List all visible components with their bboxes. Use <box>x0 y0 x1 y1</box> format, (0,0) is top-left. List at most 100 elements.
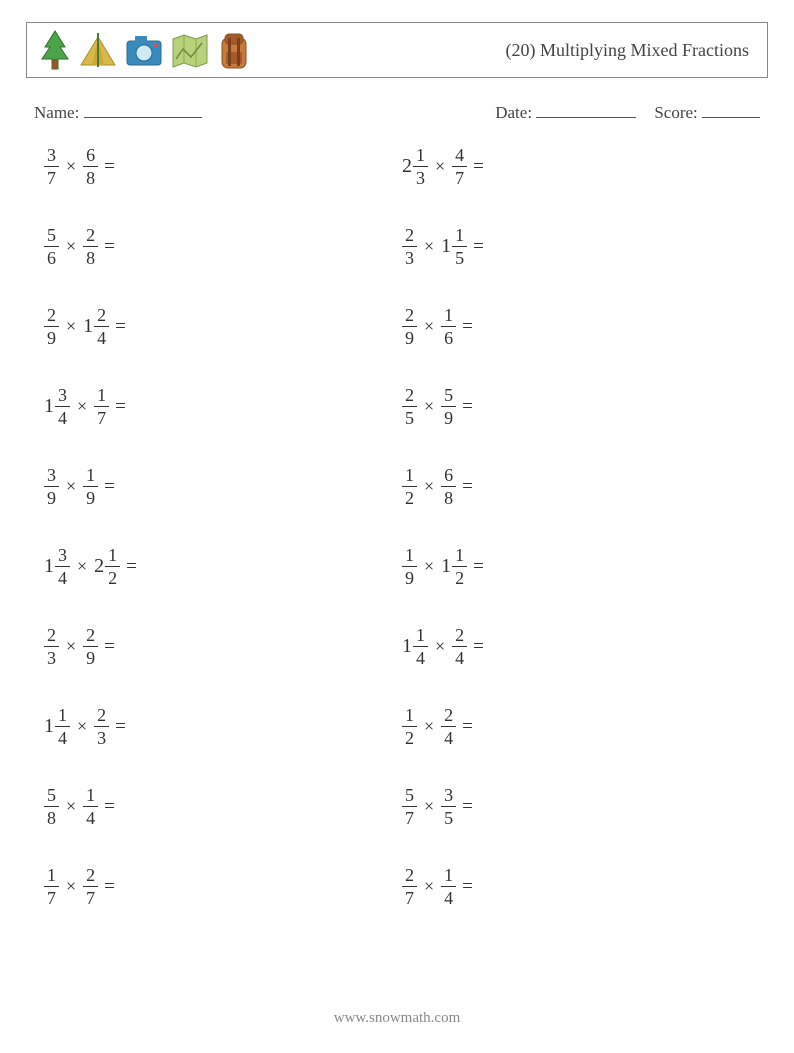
name-label: Name: <box>34 103 79 122</box>
fraction-bar <box>44 886 59 887</box>
times-symbol: × <box>59 316 83 337</box>
fraction-denominator: 4 <box>55 729 70 747</box>
equals-symbol: = <box>456 396 473 418</box>
fraction: 29 <box>83 626 98 667</box>
times-symbol: × <box>417 716 441 737</box>
fraction-bar <box>402 406 417 407</box>
fraction: 14 <box>413 626 428 667</box>
fraction-denominator: 8 <box>83 249 98 267</box>
fraction-denominator: 9 <box>441 409 456 427</box>
fraction-bar <box>452 166 467 167</box>
fraction-bar <box>441 406 456 407</box>
fraction: 28 <box>83 226 98 267</box>
fraction-numerator: 3 <box>44 146 59 164</box>
fraction-numerator: 1 <box>83 786 98 804</box>
fraction-denominator: 4 <box>452 649 467 667</box>
tent-icon <box>77 29 119 71</box>
name-blank[interactable] <box>84 100 202 118</box>
header-bar: (20) Multiplying Mixed Fractions <box>26 22 768 78</box>
fraction: 37 <box>44 146 59 187</box>
times-symbol: × <box>70 716 94 737</box>
times-symbol: × <box>417 316 441 337</box>
fraction-numerator: 2 <box>94 706 109 724</box>
fraction-numerator: 2 <box>402 306 417 324</box>
fraction-numerator: 1 <box>413 626 428 644</box>
problem: 58×14= <box>44 785 392 829</box>
fraction: 24 <box>452 626 467 667</box>
equals-symbol: = <box>467 236 484 258</box>
mixed-whole: 1 <box>83 315 94 338</box>
equals-symbol: = <box>467 156 484 178</box>
problem: 27×14= <box>402 865 750 909</box>
problem: 29×16= <box>402 305 750 349</box>
fraction-bar <box>452 646 467 647</box>
equals-symbol: = <box>109 396 126 418</box>
fraction-numerator: 1 <box>402 466 417 484</box>
fraction-numerator: 6 <box>441 466 456 484</box>
fraction-denominator: 5 <box>441 809 456 827</box>
mixed-whole: 1 <box>441 235 452 258</box>
equals-symbol: = <box>98 476 115 498</box>
fraction: 56 <box>44 226 59 267</box>
equals-symbol: = <box>456 476 473 498</box>
fraction-numerator: 5 <box>44 226 59 244</box>
fraction-numerator: 1 <box>94 386 109 404</box>
fraction-denominator: 2 <box>402 729 417 747</box>
fraction-bar <box>55 726 70 727</box>
problem: 19×112= <box>402 545 750 589</box>
fraction-denominator: 4 <box>55 569 70 587</box>
score-field: Score: <box>654 100 760 123</box>
fraction-denominator: 7 <box>402 809 417 827</box>
fraction: 68 <box>83 146 98 187</box>
fraction: 14 <box>55 706 70 747</box>
fraction: 14 <box>441 866 456 907</box>
fraction-numerator: 2 <box>452 626 467 644</box>
fraction-bar <box>44 166 59 167</box>
fraction-denominator: 4 <box>55 409 70 427</box>
fraction-numerator: 2 <box>441 706 456 724</box>
problem: 12×24= <box>402 705 750 749</box>
fraction: 29 <box>402 306 417 347</box>
fraction-bar <box>83 806 98 807</box>
times-symbol: × <box>59 636 83 657</box>
equals-symbol: = <box>467 636 484 658</box>
fraction-numerator: 2 <box>83 626 98 644</box>
fraction-denominator: 2 <box>105 569 120 587</box>
problems-grid: 37×68=213×47=56×28=23×115=29×124=29×16=1… <box>26 145 768 909</box>
times-symbol: × <box>417 476 441 497</box>
problem: 37×68= <box>44 145 392 189</box>
score-blank[interactable] <box>702 100 760 118</box>
fraction-bar <box>94 406 109 407</box>
times-symbol: × <box>59 796 83 817</box>
fraction-denominator: 4 <box>94 329 109 347</box>
mixed-whole: 1 <box>441 555 452 578</box>
fraction-bar <box>441 726 456 727</box>
fraction-denominator: 8 <box>83 169 98 187</box>
fraction: 27 <box>83 866 98 907</box>
fraction-denominator: 7 <box>44 169 59 187</box>
times-symbol: × <box>417 796 441 817</box>
equals-symbol: = <box>98 636 115 658</box>
equals-symbol: = <box>109 716 126 738</box>
times-symbol: × <box>417 396 441 417</box>
fraction-bar <box>441 806 456 807</box>
fraction-bar <box>105 566 120 567</box>
fraction: 24 <box>94 306 109 347</box>
fraction: 25 <box>402 386 417 427</box>
fraction: 12 <box>452 546 467 587</box>
fraction-numerator: 3 <box>44 466 59 484</box>
fraction-numerator: 2 <box>402 226 417 244</box>
equals-symbol: = <box>109 316 126 338</box>
fraction-denominator: 8 <box>44 809 59 827</box>
fraction-bar <box>402 886 417 887</box>
fraction-denominator: 5 <box>452 249 467 267</box>
fraction-denominator: 9 <box>402 329 417 347</box>
fraction-denominator: 9 <box>83 489 98 507</box>
fraction-denominator: 4 <box>441 729 456 747</box>
problem: 12×68= <box>402 465 750 509</box>
fraction: 34 <box>55 386 70 427</box>
fraction-denominator: 5 <box>402 409 417 427</box>
fraction: 12 <box>402 466 417 507</box>
date-blank[interactable] <box>536 100 636 118</box>
equals-symbol: = <box>98 796 115 818</box>
